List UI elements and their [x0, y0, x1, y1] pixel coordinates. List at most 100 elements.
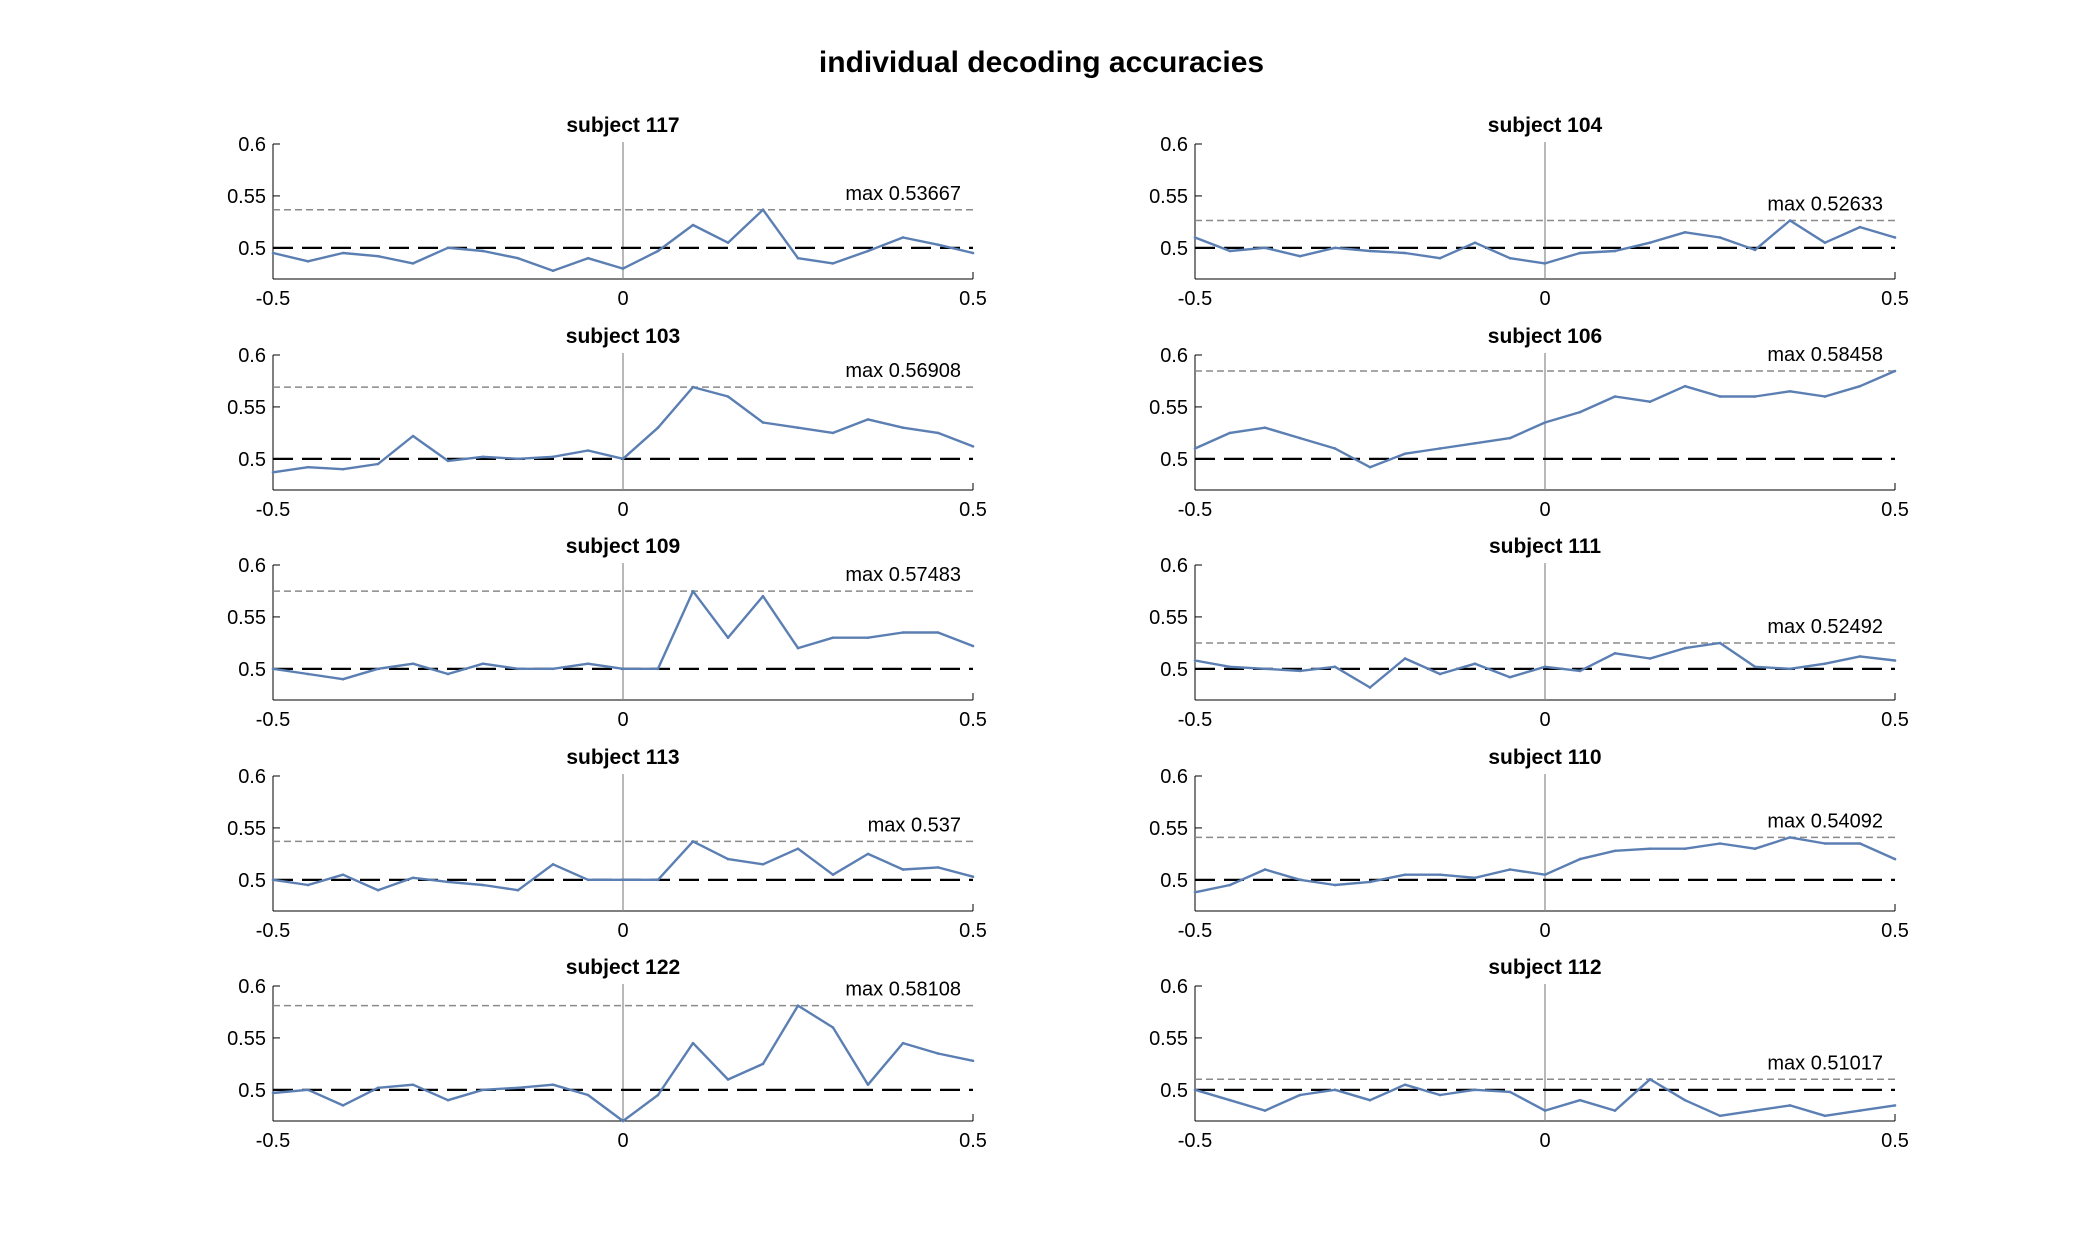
data-point	[306, 465, 310, 469]
data-point	[656, 1093, 660, 1097]
subplot-title: subject 117	[566, 114, 679, 137]
y-tick-label: 0.6	[238, 345, 266, 367]
subplot-4: subject 106 0.5 0.55 0.6 -0.5 0 0.5 max 0.58458	[1149, 325, 1909, 521]
data-point	[1788, 1104, 1792, 1107]
data-point	[936, 866, 940, 869]
x-tick-label: 0	[1539, 709, 1550, 731]
data-point	[901, 236, 905, 239]
data-point	[1368, 465, 1372, 469]
data-point	[831, 636, 835, 639]
subplot-3: subject 103 0.5 0.55 0.6 -0.5 0 0.5 max 0.56908	[227, 325, 987, 521]
x-tick-label: 0	[617, 499, 628, 521]
data-point	[411, 1083, 415, 1086]
data-point	[1263, 426, 1267, 429]
data-point	[726, 636, 730, 639]
data-point	[376, 1086, 380, 1090]
data-point	[376, 888, 380, 892]
data-point	[691, 223, 695, 227]
data-point	[971, 445, 975, 448]
x-tick-label: 0	[1539, 288, 1550, 310]
data-point	[1543, 1109, 1547, 1112]
data-point	[1788, 390, 1792, 393]
data-point	[516, 256, 520, 260]
subplot-6: subject 111 0.5 0.55 0.6 -0.5 0 0.5 max 0.52492	[1149, 535, 1909, 731]
data-point	[411, 262, 415, 265]
data-point	[586, 662, 590, 665]
data-point	[516, 1086, 520, 1090]
data-point	[1403, 873, 1407, 876]
data-point	[621, 457, 625, 461]
data-point	[866, 418, 870, 421]
data-point	[1893, 369, 1897, 373]
data-point	[1403, 657, 1407, 660]
max-annotation: max 0.58458	[1767, 344, 1883, 366]
subplot-7: subject 113 0.5 0.55 0.6 -0.5 0 0.5 max 0.537	[227, 746, 987, 942]
data-point	[761, 421, 765, 424]
data-point	[341, 467, 345, 471]
data-point	[481, 883, 485, 887]
x-tick-label: -0.5	[256, 1130, 290, 1152]
data-point	[1893, 659, 1897, 662]
subplot-title: subject 110	[1488, 746, 1601, 769]
data-point	[306, 883, 310, 887]
data-point	[1858, 655, 1862, 658]
data-point	[1228, 431, 1232, 435]
data-point	[1333, 1088, 1337, 1092]
subplot-2: subject 104 0.5 0.55 0.6 -0.5 0 0.5 max 0.52633	[1149, 114, 1909, 310]
data-point	[1718, 236, 1722, 239]
subplot-title: subject 122	[566, 956, 680, 979]
data-point	[446, 1098, 450, 1102]
max-annotation: max 0.56908	[845, 360, 961, 382]
subplot-title: subject 103	[566, 325, 680, 348]
data-point	[1648, 657, 1652, 660]
y-tick-label: 0.55	[1149, 607, 1188, 629]
data-point	[1508, 256, 1512, 260]
data-point	[1613, 249, 1617, 253]
data-point	[621, 1119, 625, 1123]
max-annotation: max 0.57483	[845, 564, 961, 586]
x-tick-label: 0.5	[1881, 288, 1909, 310]
x-tick-label: -0.5	[256, 920, 290, 942]
data-point	[306, 672, 310, 676]
data-point	[1578, 1098, 1582, 1102]
data-point	[1788, 667, 1792, 671]
data-point	[481, 662, 485, 665]
subplot-title: subject 106	[1488, 325, 1602, 348]
data-point	[1263, 246, 1267, 250]
data-point	[691, 385, 695, 389]
data-point	[446, 246, 450, 250]
data-point	[866, 636, 870, 639]
data-point	[271, 251, 275, 255]
data-point	[1228, 665, 1232, 669]
data-point	[1333, 246, 1337, 250]
x-tick-label: -0.5	[1178, 709, 1212, 731]
data-point	[1193, 1088, 1197, 1092]
data-point	[1648, 1077, 1652, 1081]
data-point	[621, 267, 625, 270]
data-point	[1333, 447, 1337, 450]
data-point	[656, 249, 660, 253]
data-point	[1298, 436, 1302, 440]
subplot-9: subject 122 0.5 0.55 0.6 -0.5 0 0.5 max 0.58108	[227, 956, 987, 1152]
data-point	[1543, 873, 1547, 876]
data-point	[796, 256, 800, 260]
x-tick-label: 0	[1539, 1130, 1550, 1152]
data-point	[1368, 1098, 1372, 1102]
data-point	[551, 862, 555, 866]
data-point	[1333, 883, 1337, 887]
data-point	[971, 875, 975, 879]
y-tick-label: 0.55	[1149, 818, 1188, 840]
data-point	[411, 662, 415, 665]
data-point	[1578, 251, 1582, 255]
y-tick-label: 0.5	[238, 659, 266, 681]
data-point	[271, 878, 275, 882]
data-point	[1823, 662, 1827, 665]
data-point	[1718, 1114, 1722, 1118]
data-point	[901, 868, 905, 871]
data-point	[936, 631, 940, 634]
data-point	[1298, 254, 1302, 258]
data-point	[1858, 225, 1862, 229]
max-annotation: max 0.52633	[1767, 194, 1883, 216]
data-point	[1508, 1090, 1512, 1094]
data-point	[1683, 847, 1687, 850]
